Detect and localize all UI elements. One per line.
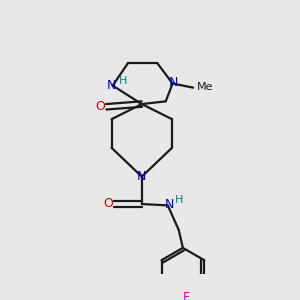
Text: N: N [137, 170, 146, 183]
Text: N: N [164, 198, 174, 212]
Text: O: O [103, 197, 113, 210]
Text: N: N [106, 79, 116, 92]
Text: H: H [175, 195, 184, 205]
Text: H: H [118, 76, 127, 86]
Text: N: N [169, 76, 178, 89]
Text: Me: Me [196, 82, 213, 92]
Text: F: F [183, 291, 190, 300]
Text: O: O [95, 100, 105, 113]
